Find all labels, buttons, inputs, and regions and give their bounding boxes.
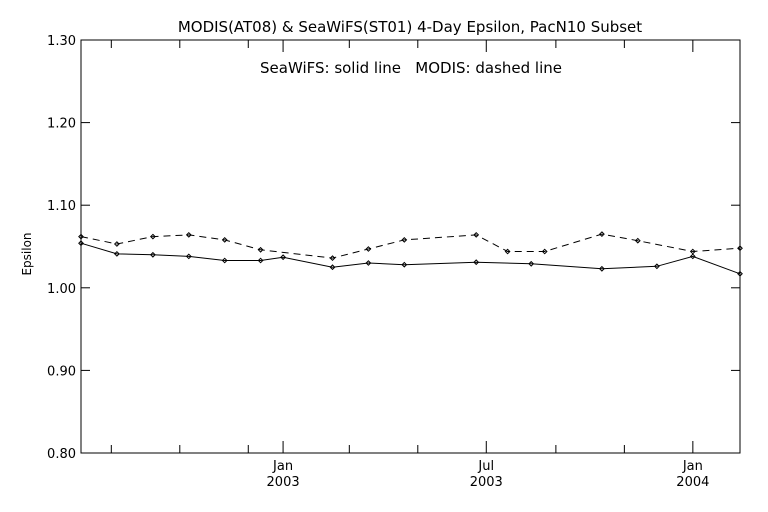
axis-ticks: 0.800.901.001.101.201.30Jan2003Jul2003Ja…	[47, 34, 740, 490]
data-point-marker	[149, 251, 156, 258]
x-tick-month-label: Jul	[477, 459, 494, 474]
y-tick-label: 1.00	[47, 282, 76, 297]
data-point-marker	[689, 248, 696, 255]
data-point-marker	[504, 248, 511, 255]
chart-title: MODIS(AT08) & SeaWiFS(ST01) 4-Day Epsilo…	[178, 18, 642, 36]
y-tick-label: 1.20	[47, 117, 76, 132]
data-point-marker	[528, 260, 535, 267]
data-point-marker	[257, 246, 264, 253]
data-point-marker	[598, 231, 605, 238]
x-tick-month-label: Jan	[272, 459, 293, 474]
y-tick-label: 1.10	[47, 199, 76, 214]
data-point-marker	[185, 253, 192, 260]
data-point-marker	[737, 270, 743, 277]
data-point-marker	[653, 263, 660, 270]
data-point-marker	[329, 264, 336, 271]
data-point-marker	[329, 255, 336, 262]
plot-frame	[80, 39, 741, 454]
data-point-marker	[401, 236, 408, 243]
data-series	[78, 231, 743, 277]
y-axis-label: Epsilon	[20, 232, 34, 275]
data-point-marker	[113, 241, 120, 247]
data-point-marker	[365, 260, 372, 266]
data-point-marker	[221, 236, 228, 243]
y-tick-label: 0.80	[47, 447, 76, 462]
data-point-marker	[473, 231, 480, 238]
data-point-marker	[185, 231, 192, 238]
x-tick-year-label: 2004	[676, 475, 709, 490]
data-point-marker	[598, 265, 605, 272]
y-tick-label: 1.30	[47, 34, 76, 49]
data-point-marker	[113, 250, 120, 257]
data-point-marker	[78, 233, 84, 240]
data-point-marker	[689, 253, 696, 260]
data-point-marker	[365, 246, 372, 252]
data-point-marker	[634, 237, 641, 244]
data-point-marker	[280, 254, 287, 261]
modis-dashed-line	[80, 233, 741, 259]
data-point-marker	[149, 233, 156, 240]
y-tick-label: 0.90	[47, 364, 76, 379]
data-point-marker	[78, 240, 84, 247]
seawifs-solid-line	[80, 242, 741, 275]
x-tick-year-label: 2003	[470, 475, 503, 490]
data-point-marker	[737, 245, 743, 252]
data-point-marker	[221, 257, 228, 264]
x-tick-year-label: 2003	[267, 475, 300, 490]
line-style-legend: SeaWiFS: solid line MODIS: dashed line	[260, 59, 562, 77]
data-point-marker	[541, 248, 548, 255]
data-point-marker	[257, 257, 264, 264]
data-point-marker	[401, 261, 408, 268]
data-point-marker	[473, 259, 480, 266]
x-tick-month-label: Jan	[682, 459, 703, 474]
